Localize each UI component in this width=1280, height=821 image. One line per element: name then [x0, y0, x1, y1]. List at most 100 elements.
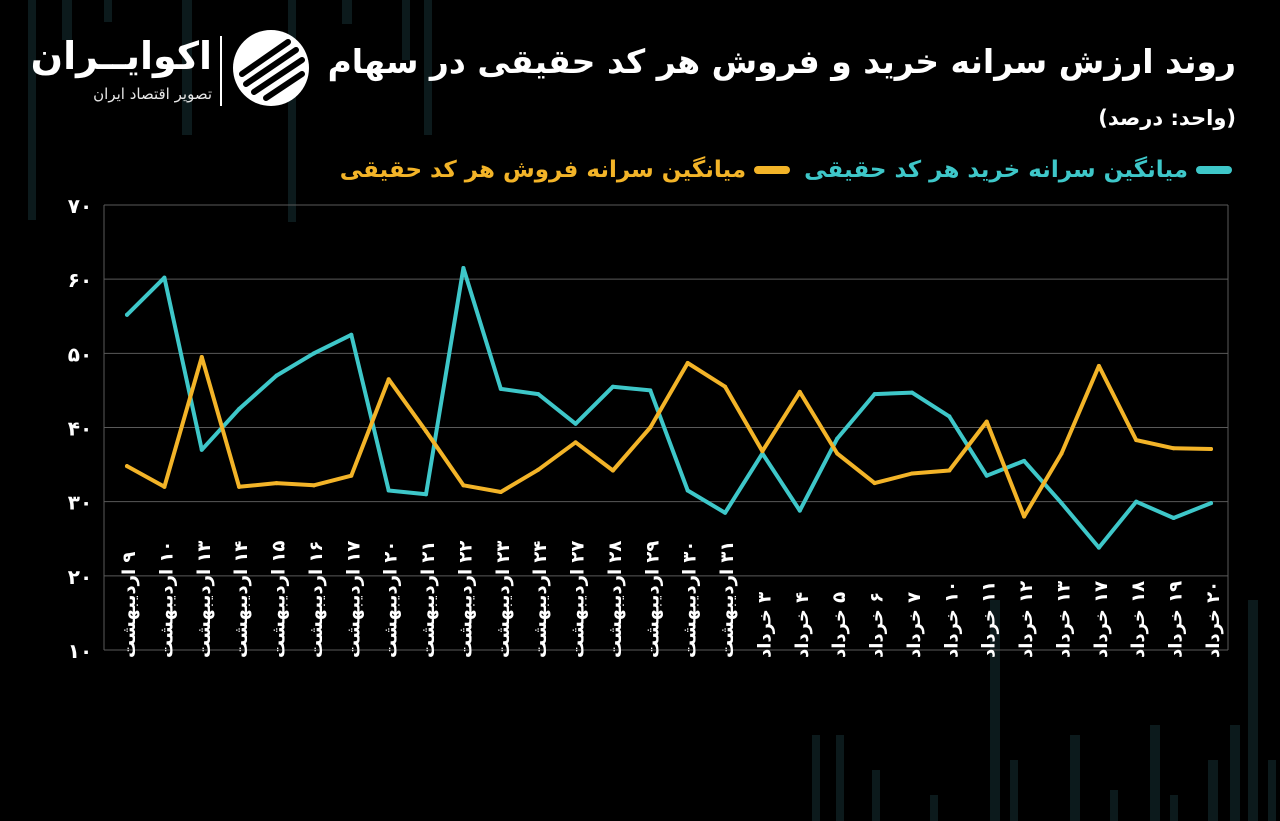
data-point-buy	[199, 447, 204, 452]
data-point-sell	[237, 484, 242, 489]
data-point-buy	[536, 392, 541, 397]
x-tick-label: ۲۲ اردیبهشت	[455, 541, 476, 658]
background-bar	[990, 600, 1000, 821]
x-tick-label: ۱۰ اردیبهشت	[156, 541, 177, 658]
data-point-buy	[984, 473, 989, 478]
x-tick-label: ۲۱ اردیبهشت	[418, 541, 439, 658]
x-tick-label: ۲۴ اردیبهشت	[530, 541, 551, 658]
background-bar	[1010, 760, 1018, 821]
y-tick-label: ۵۰	[68, 342, 92, 366]
x-tick-label: ۱۳ اردیبهشت	[194, 541, 215, 658]
y-tick-label: ۴۰	[68, 417, 92, 441]
data-point-buy	[947, 414, 952, 419]
data-point-sell	[947, 468, 952, 473]
legend-swatch-sell	[754, 166, 791, 174]
data-point-sell	[274, 481, 279, 486]
x-tick-label: ۲۰ خرداد	[1203, 581, 1224, 658]
data-point-buy	[872, 392, 877, 397]
data-point-sell	[162, 484, 167, 489]
x-tick-label: ۴ خرداد	[792, 592, 813, 658]
background-bar	[1268, 760, 1276, 821]
x-tick-label: ۹ اردیبهشت	[119, 552, 140, 658]
x-tick-label: ۲۷ اردیبهشت	[568, 541, 589, 658]
x-tick-label: ۳۰ اردیبهشت	[680, 541, 701, 658]
data-point-buy	[274, 373, 279, 378]
data-point-buy	[1134, 499, 1139, 504]
x-axis-tick-labels: ۹ اردیبهشت ۱۰ اردیبهشت ۱۳ اردیبهشت ۱۴ اردیب…	[119, 541, 1224, 658]
x-tick-label: ۵ خرداد	[829, 592, 850, 658]
data-point-sell	[573, 440, 578, 445]
data-point-sell	[349, 473, 354, 478]
data-point-buy	[1059, 501, 1064, 506]
data-point-buy	[1096, 545, 1101, 550]
data-point-buy	[797, 508, 802, 513]
data-point-sell	[760, 449, 765, 454]
background-bar	[1150, 725, 1160, 821]
y-tick-label: ۶۰	[68, 268, 92, 292]
x-tick-label: ۱۵ اردیبهشت	[269, 541, 290, 658]
x-tick-label: ۳ خرداد	[754, 592, 775, 658]
data-point-sell	[536, 467, 541, 472]
y-tick-label: ۲۰	[68, 565, 92, 589]
background-decoration	[28, 0, 1276, 821]
data-point-buy	[1022, 458, 1027, 463]
x-tick-label: ۱۲ خرداد	[1016, 581, 1037, 658]
data-point-buy	[685, 488, 690, 493]
y-tick-label: ۳۰	[68, 491, 92, 515]
y-tick-label: ۱۰	[68, 639, 92, 663]
y-tick-label: ۷۰	[68, 194, 92, 218]
data-point-sell	[909, 471, 914, 476]
data-point-buy	[723, 510, 728, 515]
x-tick-label: ۲۰ اردیبهشت	[381, 541, 402, 658]
data-point-buy	[125, 312, 129, 317]
background-bar	[872, 770, 880, 821]
data-point-sell	[835, 451, 840, 456]
brand-logo: اکوایــران تصویر اقتصاد ایران	[31, 28, 320, 108]
background-bar	[1208, 760, 1218, 821]
background-bar	[1070, 735, 1080, 821]
series-line-sell	[125, 355, 1213, 519]
data-point-buy	[311, 351, 316, 356]
background-bar	[812, 735, 820, 821]
data-point-sell	[498, 490, 503, 495]
series-points	[125, 266, 1213, 550]
brand-tagline: تصویر اقتصاد ایران	[93, 85, 212, 103]
data-point-sell	[610, 468, 615, 473]
background-bar	[930, 795, 938, 821]
data-point-buy	[162, 275, 167, 280]
data-point-buy	[573, 421, 578, 426]
x-tick-label: ۱۰ خرداد	[941, 581, 962, 658]
data-point-buy	[909, 390, 914, 395]
data-point-buy	[610, 384, 615, 389]
x-tick-label: ۱۴ اردیبهشت	[231, 541, 252, 658]
data-point-buy	[1209, 501, 1213, 506]
x-tick-label: ۲۸ اردیبهشت	[605, 541, 626, 658]
background-bar	[1230, 725, 1240, 821]
data-point-buy	[648, 388, 653, 393]
data-point-sell	[125, 464, 129, 469]
x-tick-label: ۱۳ خرداد	[1053, 581, 1074, 658]
chart-title: روند ارزش سرانه خرید و فروش هر کد حقیقی …	[327, 42, 1236, 81]
background-bar	[28, 0, 36, 220]
chart-unit: (واحد: درصد)	[1098, 106, 1236, 130]
legend-item-sell: میانگین سرانه فروش هر کد حقیقی	[340, 157, 791, 183]
data-point-sell	[1209, 447, 1213, 452]
data-point-sell	[648, 425, 653, 430]
x-tick-label: ۶ خرداد	[867, 592, 888, 658]
x-tick-label: ۱۹ خرداد	[1166, 581, 1187, 658]
series-lines	[125, 266, 1213, 550]
background-bar	[1110, 790, 1118, 821]
x-tick-label: ۳۱ اردیبهشت	[717, 541, 738, 658]
data-point-buy	[237, 406, 242, 411]
x-tick-label: ۲۹ اردیبهشت	[642, 541, 663, 658]
x-tick-label: ۱۷ خرداد	[1091, 581, 1112, 658]
x-tick-label: ۲۳ اردیبهشت	[493, 541, 514, 658]
x-tick-label: ۷ خرداد	[904, 592, 925, 658]
background-bar	[104, 0, 112, 22]
data-point-sell	[1022, 514, 1027, 519]
background-bar	[402, 0, 410, 60]
legend-swatch-buy	[1196, 166, 1232, 174]
data-point-buy	[424, 492, 429, 497]
background-bar	[1170, 795, 1178, 821]
